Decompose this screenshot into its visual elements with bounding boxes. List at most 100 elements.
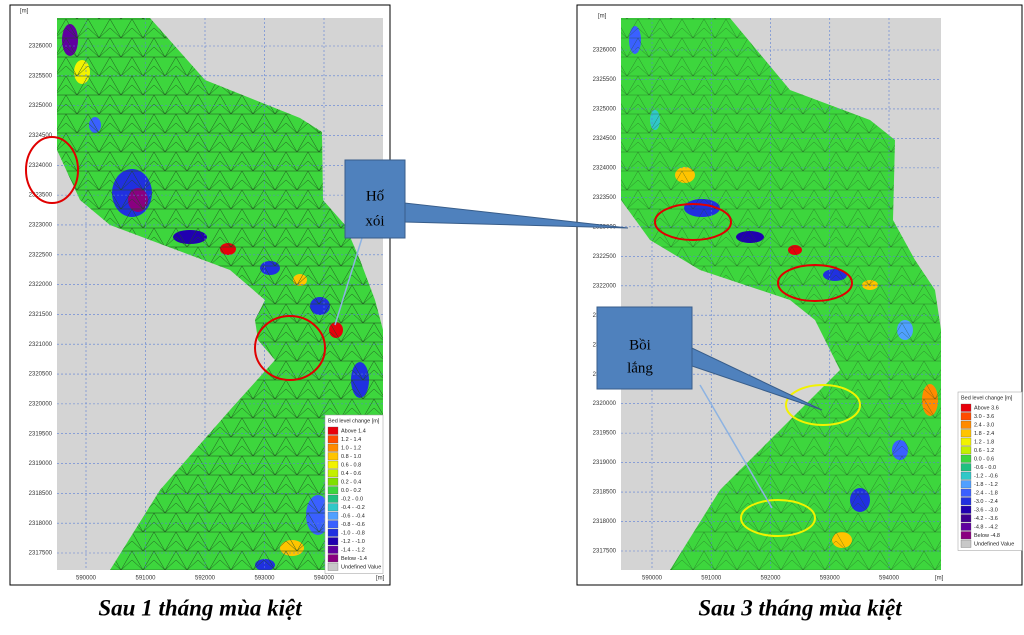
y-tick-label: 2322500 (29, 252, 53, 258)
legend-label: Below -1.4 (341, 556, 367, 562)
legend-label: Above 1.4 (341, 428, 366, 434)
x-tick-label: 591000 (701, 576, 722, 582)
legend-label: 0.4 - 0.6 (341, 471, 361, 477)
caption: Sau 1 tháng mùa kiệt (98, 595, 302, 620)
callout-text: xói (365, 213, 384, 229)
legend-label: 0.6 - 0.8 (341, 462, 361, 468)
legend-label: -0.2 - 0.0 (341, 496, 363, 502)
y-tick-label: 2318000 (593, 519, 617, 525)
legend-swatch (961, 430, 971, 438)
legend-swatch (328, 478, 338, 486)
legend-label: Below -4.8 (974, 533, 1000, 539)
legend-label: -1.0 - -0.8 (341, 530, 365, 536)
legend-swatch (328, 512, 338, 520)
legend-swatch (961, 481, 971, 489)
legend-swatch (961, 523, 971, 531)
legend-label: -1.4 - -1.2 (341, 547, 365, 553)
y-tick-label: 2324500 (593, 136, 617, 142)
y-tick-label: 2321000 (29, 342, 53, 348)
y-tick-label: 2320000 (29, 401, 53, 407)
legend-swatch (961, 464, 971, 472)
x-tick-label: 590000 (642, 576, 663, 582)
legend-label: 1.2 - 1.4 (341, 437, 361, 443)
legend-label: -4.2 - -3.6 (974, 516, 998, 522)
x-tick-label: 592000 (760, 576, 781, 582)
legend-swatch (328, 436, 338, 444)
y-unit: [m] (598, 14, 607, 20)
legend-label: 1.8 - 2.4 (974, 431, 994, 437)
legend-swatch (328, 529, 338, 537)
x-tick-label: 590000 (76, 576, 97, 582)
legend-swatch (961, 489, 971, 497)
legend-label: -2.4 - -1.8 (974, 490, 998, 496)
y-tick-label: 2324000 (29, 163, 53, 169)
y-tick-label: 2325500 (593, 77, 617, 83)
legend-swatch (961, 447, 971, 455)
legend-swatch (328, 444, 338, 452)
y-tick-label: 2322500 (593, 254, 617, 260)
legend-label: 3.0 - 3.6 (974, 414, 994, 420)
legend-label: Above 3.6 (974, 405, 999, 411)
callout-text: Hố (366, 188, 385, 204)
figure: 2326000 2325500 2325000 2324500 2324000 23235… (0, 0, 1024, 630)
legend-label: 0.2 - 0.4 (341, 479, 361, 485)
legend-swatch (961, 506, 971, 514)
legend-label: 0.0 - 0.6 (974, 456, 994, 462)
y-tick-label: 2318500 (593, 490, 617, 496)
legend-swatch (328, 470, 338, 478)
legend-swatch (328, 504, 338, 512)
y-tick-label: 2320000 (593, 401, 617, 407)
legend-swatch (328, 563, 338, 571)
y-tick-label: 2319000 (29, 461, 53, 467)
y-tick-label: 2319000 (593, 460, 617, 466)
y-tick-label: 2318500 (29, 491, 53, 497)
y-tick-label: 2325000 (29, 103, 53, 109)
legend-swatch (328, 546, 338, 554)
legend-swatch (961, 421, 971, 429)
x-tick-label: 594000 (879, 576, 900, 582)
y-tick-label: 2320500 (29, 372, 53, 378)
legend-label: -0.6 - -0.4 (341, 513, 365, 519)
page: {"panels": [ {"unit_y": "[m]", "unit_x":… (0, 0, 1024, 630)
legend-swatch (328, 521, 338, 529)
legend-label: -3.6 - -3.0 (974, 507, 998, 513)
legend-label: Undefined Value (974, 541, 1014, 547)
y-tick-label: 2325500 (29, 73, 53, 79)
callout-text: Bồi (629, 337, 651, 353)
legend-swatch (961, 413, 971, 421)
y-tick-label: 2318000 (29, 521, 53, 527)
legend-label: 0.8 - 1.0 (341, 454, 361, 460)
legend-swatch (961, 540, 971, 548)
legend-swatch (961, 498, 971, 506)
y-tick-label: 2321500 (29, 312, 53, 318)
legend-label: -0.4 - -0.2 (341, 505, 365, 511)
legend-label: -0.6 - 0.0 (974, 465, 996, 471)
callout-text: lắng (627, 360, 653, 376)
y-tick-label: 2322000 (29, 282, 53, 288)
x-unit: [m] (376, 576, 385, 582)
y-tick-label: 2317500 (593, 549, 617, 555)
y-tick-label: 2323500 (593, 195, 617, 201)
legend-swatch (961, 404, 971, 412)
legend-label: 1.0 - 1.2 (341, 445, 361, 451)
legend-swatch (328, 487, 338, 495)
x-tick-label: 592000 (195, 576, 216, 582)
y-tick-label: 2319500 (29, 431, 53, 437)
legend-swatch (961, 472, 971, 480)
legend-title: Bed level change [m] (961, 395, 1013, 401)
legend-label: 0.0 - 0.2 (341, 488, 361, 494)
legend-swatch (961, 455, 971, 463)
y-tick-label: 2324000 (593, 165, 617, 171)
x-tick-label: 593000 (820, 576, 841, 582)
legend-swatch (328, 555, 338, 563)
legend-label: 2.4 - 3.0 (974, 422, 994, 428)
y-tick-label: 2317500 (29, 551, 53, 557)
legend-swatch (961, 438, 971, 446)
legend-swatch (328, 453, 338, 461)
y-tick-label: 2322000 (593, 283, 617, 289)
y-tick-label: 2326000 (29, 44, 53, 50)
legend-label: -0.8 - -0.6 (341, 522, 365, 528)
x-tick-label: 594000 (314, 576, 335, 582)
y-tick-label: 2323500 (29, 193, 53, 199)
legend-swatch (328, 461, 338, 469)
